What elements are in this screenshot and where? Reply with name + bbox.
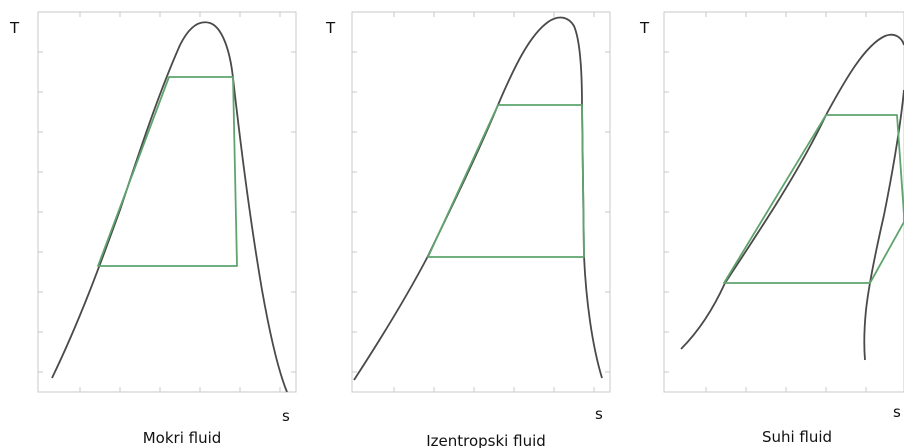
- saturation-dome: [680, 33, 904, 350]
- panel-caption: Mokri fluid: [143, 429, 222, 447]
- orc-cycle: [97, 76, 238, 267]
- panel-mokri: T s Mokri fluid: [9, 11, 297, 447]
- y-axis-letter: T: [9, 19, 20, 37]
- panel-frame: [351, 11, 611, 393]
- y-axis-letter: T: [325, 19, 336, 37]
- panel-caption: Suhi fluid: [762, 428, 832, 446]
- saturation-dome: [51, 21, 288, 393]
- frame-ticks: [664, 12, 867, 392]
- orc-cycle: [723, 114, 904, 284]
- saturation-dome: [353, 16, 603, 381]
- y-axis-letter: T: [639, 19, 650, 37]
- panel-frame: [663, 11, 904, 393]
- panel-izentropski: T s Izentropski fluid: [325, 11, 611, 448]
- orc-cycle: [427, 104, 585, 258]
- x-axis-letter: s: [595, 405, 603, 423]
- x-axis-letter: s: [893, 403, 901, 421]
- frame-ticks: [38, 12, 296, 392]
- panel-suhi: T s Suhi fluid: [639, 11, 904, 446]
- frame-ticks: [352, 12, 610, 392]
- saturation-dome-vapor-branch: [863, 89, 904, 361]
- panel-frame: [37, 11, 297, 393]
- x-axis-letter: s: [282, 407, 290, 425]
- panel-caption: Izentropski fluid: [426, 432, 546, 448]
